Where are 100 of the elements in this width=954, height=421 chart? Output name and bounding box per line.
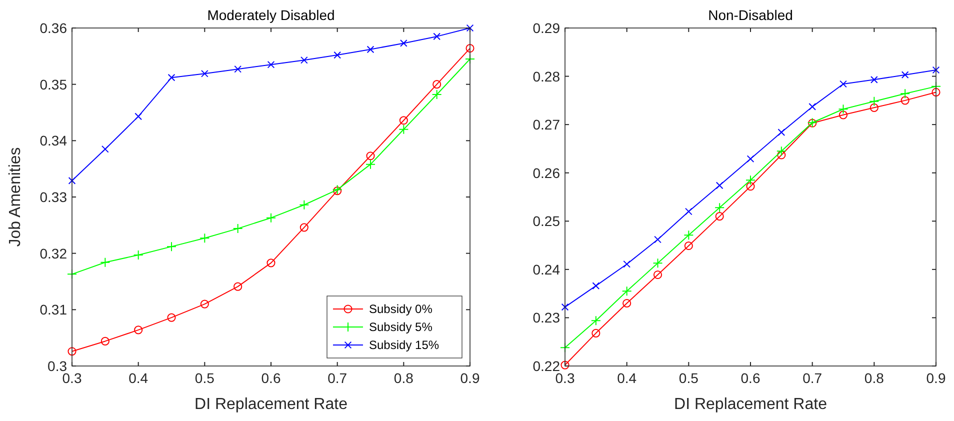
point xyxy=(901,71,909,79)
point xyxy=(561,303,569,311)
point xyxy=(715,212,724,221)
point xyxy=(590,316,601,326)
point xyxy=(684,241,693,250)
point xyxy=(838,104,848,114)
y-tick-label: 0.23 xyxy=(532,310,560,326)
point xyxy=(654,236,662,244)
point xyxy=(366,159,376,170)
x-tick-label: 0.4 xyxy=(128,370,148,386)
x-tick-label: 0.7 xyxy=(802,370,822,386)
point xyxy=(869,96,880,106)
point xyxy=(366,152,375,160)
x-tick-label: 0.8 xyxy=(864,370,884,386)
y-tick-label: 0.32 xyxy=(40,245,68,262)
point xyxy=(932,88,940,96)
legend-label: Subsidy 0% xyxy=(369,302,433,316)
point xyxy=(778,128,786,136)
point xyxy=(200,70,208,78)
point xyxy=(466,24,474,32)
x-tick-label: 0.9 xyxy=(460,370,480,386)
chart-title: Non-Disabled xyxy=(708,7,793,23)
point xyxy=(399,116,408,125)
point xyxy=(560,360,570,370)
point xyxy=(366,46,374,54)
x-tick-label: 0.9 xyxy=(926,370,946,386)
point xyxy=(167,313,176,322)
point xyxy=(900,96,910,105)
point xyxy=(68,176,76,184)
x-tick-label: 0.8 xyxy=(394,370,414,386)
x-tick-label: 0.7 xyxy=(328,370,348,386)
y-tick-label: 0.36 xyxy=(40,20,68,36)
point xyxy=(200,233,210,244)
point xyxy=(622,286,632,296)
x-axis-title: DI Replacement Rate xyxy=(194,396,348,413)
point xyxy=(684,208,692,216)
x-tick-label: 0.4 xyxy=(617,370,637,386)
point xyxy=(134,112,142,120)
x-tick-label: 0.6 xyxy=(261,370,281,386)
point xyxy=(234,282,242,291)
point xyxy=(266,258,276,268)
point xyxy=(840,80,847,88)
point xyxy=(466,44,474,53)
point xyxy=(432,80,442,89)
point xyxy=(267,60,275,68)
point xyxy=(400,40,408,47)
point xyxy=(200,300,209,308)
point xyxy=(653,270,662,280)
point xyxy=(592,282,600,290)
point xyxy=(232,224,243,234)
point xyxy=(900,88,910,99)
point xyxy=(168,74,176,82)
point xyxy=(684,230,694,240)
point xyxy=(870,103,878,112)
y-tick-label: 0.26 xyxy=(532,164,560,181)
y-tick-label: 0.35 xyxy=(40,76,68,92)
point xyxy=(838,110,848,120)
point xyxy=(716,182,724,190)
point xyxy=(101,145,109,153)
point xyxy=(870,76,878,84)
point xyxy=(100,257,110,268)
point xyxy=(398,124,409,134)
point xyxy=(652,258,663,268)
point xyxy=(234,65,242,73)
point xyxy=(432,89,442,100)
legend-label: Subsidy 15% xyxy=(369,338,440,352)
chart-title: Moderately Disabled xyxy=(207,7,335,23)
point xyxy=(133,250,144,260)
point xyxy=(68,347,76,356)
legend-label: Subsidy 5% xyxy=(369,320,433,334)
y-tick-label: 0.34 xyxy=(40,132,68,149)
y-tick-label: 0.24 xyxy=(532,261,560,278)
point xyxy=(266,212,276,223)
point xyxy=(299,200,310,210)
y-axis-title: Job Amenities xyxy=(7,147,24,247)
y-tick-label: 0.25 xyxy=(532,213,560,230)
point xyxy=(746,155,754,163)
point xyxy=(592,328,600,338)
point xyxy=(746,182,755,191)
x-tick-label: 0.5 xyxy=(678,370,699,386)
y-tick-label: 0.28 xyxy=(532,68,560,84)
point xyxy=(334,51,342,59)
x-tick-label: 0.5 xyxy=(194,370,215,386)
y-tick-label: 0.27 xyxy=(532,116,560,133)
point xyxy=(932,66,940,74)
y-tick-label: 0.31 xyxy=(40,302,68,318)
point xyxy=(777,150,786,160)
y-tick-label: 0.29 xyxy=(532,20,560,36)
point xyxy=(300,56,308,64)
point xyxy=(433,32,441,40)
point xyxy=(746,175,756,186)
x-tick-label: 0.6 xyxy=(740,370,760,386)
point xyxy=(714,202,725,213)
x-axis-title: DI Replacement Rate xyxy=(674,396,828,413)
point xyxy=(808,103,816,110)
point xyxy=(623,260,631,268)
point xyxy=(100,336,110,346)
point xyxy=(300,223,308,232)
point xyxy=(622,298,632,308)
point xyxy=(166,242,176,252)
